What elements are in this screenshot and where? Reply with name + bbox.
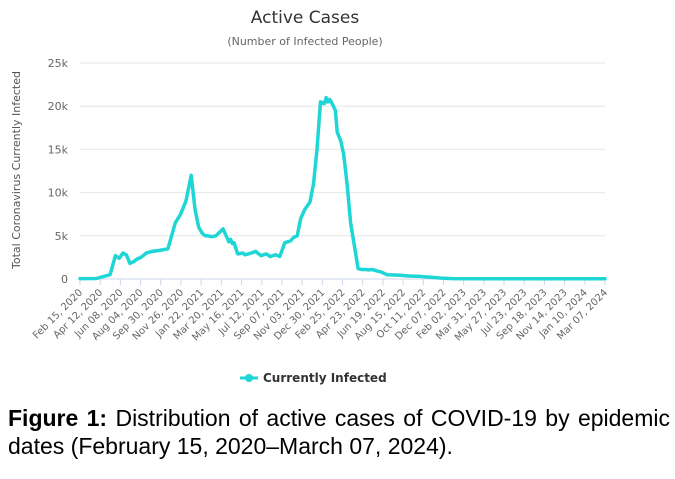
grid-lines [80, 62, 605, 280]
active-cases-chart: Active Cases (Number of Infected People)… [10, 8, 610, 385]
y-tick-label: 15k [48, 143, 69, 156]
y-tick-label: 25k [48, 57, 69, 70]
series-line-currently-infected [78, 95, 607, 281]
chart-title: Active Cases [251, 8, 360, 28]
y-tick-label: 5k [55, 230, 69, 243]
y-tick-label: 10k [48, 187, 69, 200]
chart-subtitle: (Number of Infected People) [227, 35, 382, 48]
caption-text: Distribution of active cases of COVID-19… [8, 405, 670, 459]
series-layer [78, 95, 607, 281]
y-tick-labels: 0 5k 10k 15k 20k 25k [48, 57, 69, 286]
legend-marker-dot [245, 374, 253, 382]
y-tick-label: 20k [48, 100, 69, 113]
caption-label: Figure 1: [8, 405, 108, 431]
y-tick-label: 0 [61, 273, 68, 286]
legend[interactable]: Currently Infected [240, 371, 387, 385]
legend-label: Currently Infected [263, 371, 387, 385]
y-axis-label: Total Coronavirus Currently Infected [10, 71, 23, 270]
figure-caption: Figure 1: Distribution of active cases o… [8, 404, 670, 460]
